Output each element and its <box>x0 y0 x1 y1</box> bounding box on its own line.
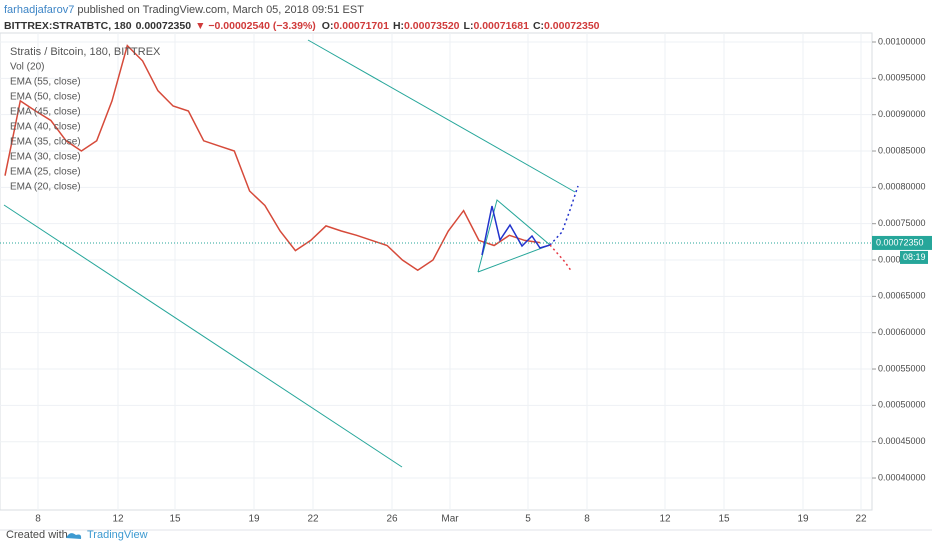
x-tick-label: 15 <box>169 514 181 525</box>
plot-border <box>0 32 873 511</box>
symbol-line: BITTREX:STRATBTC, 180 0.00072350 ▼ −0.0000… <box>4 20 600 32</box>
x-tick-label: 22 <box>307 514 319 525</box>
price-line <box>4 44 541 272</box>
indicator-label: EMA (35, close) <box>10 137 81 148</box>
y-tick-label: 0.00065000 <box>878 291 926 301</box>
change: ▼ −0.00002540 (−3.39%) <box>195 20 316 32</box>
y-tick-label: 0.00100000 <box>878 36 926 46</box>
indicator-label: Vol (20) <box>10 62 44 73</box>
o-label: O: <box>322 20 334 32</box>
published: published on TradingView.com, March 05, … <box>77 4 364 16</box>
x-tick-label: 19 <box>797 514 809 525</box>
author[interactable]: farhadjafarov7 <box>4 4 74 16</box>
indicator-label: EMA (45, close) <box>10 107 81 118</box>
wave-pattern <box>481 205 551 256</box>
o: 0.00071701 <box>333 20 389 32</box>
x-tick-label: 8 <box>584 514 590 525</box>
h: 0.00073520 <box>404 20 460 32</box>
x-tick-label: 8 <box>35 514 41 525</box>
last: 0.00072350 <box>136 20 192 32</box>
header-line: farhadjafarov7 published on TradingView.c… <box>4 4 364 16</box>
indicator-label: EMA (55, close) <box>10 77 81 88</box>
x-tick-label: 22 <box>855 514 867 525</box>
y-tick-label: 0.00085000 <box>878 145 926 155</box>
indicator-label: EMA (20, close) <box>10 182 81 193</box>
indicator-label: EMA (50, close) <box>10 92 81 103</box>
indicator-label: EMA (40, close) <box>10 122 81 133</box>
x-tick-label: 12 <box>659 514 671 525</box>
l: 0.00071681 <box>473 20 529 32</box>
x-tick-label: 19 <box>248 514 260 525</box>
x-tick-label: 5 <box>525 514 531 525</box>
chart-title: Stratis / Bitcoin, 180, BITTREX <box>10 46 161 58</box>
price-label: 0.00072350 <box>876 237 924 247</box>
trend-line <box>3 204 403 468</box>
triangle <box>477 199 551 273</box>
y-tick-label: 0.00045000 <box>878 436 926 446</box>
price-label-box <box>872 235 932 250</box>
c-label: C: <box>533 20 544 32</box>
projection-down <box>549 244 573 273</box>
x-tick-label: Mar <box>441 514 459 525</box>
x-tick-label: 15 <box>718 514 730 525</box>
y-tick-label: 0.00040000 <box>878 472 926 482</box>
y-tick-label: 0.00090000 <box>878 109 926 119</box>
trend-line <box>307 39 576 193</box>
countdown-box <box>900 250 928 264</box>
x-tick-label: 12 <box>112 514 124 525</box>
countdown: 08:19 <box>903 252 926 262</box>
y-tick-label: 0.00075000 <box>878 218 926 228</box>
footer-brand[interactable]: TradingView <box>87 529 148 541</box>
plot-area: 8 12 15 19 22 26 Mar 5 8 12 15 19 22 0.00100000 0.0009… <box>0 32 932 525</box>
logo <box>66 533 82 539</box>
x-tick-label: 26 <box>386 514 398 525</box>
h-label: H: <box>393 20 404 32</box>
symbol: BITTREX:STRATBTC, 180 <box>4 20 132 32</box>
indicator-label: EMA (25, close) <box>10 167 81 178</box>
l-label: L: <box>464 20 474 32</box>
c: 0.00072350 <box>544 20 600 32</box>
footer-created: Created with <box>6 529 68 541</box>
y-tick-label: 0.00060000 <box>878 327 926 337</box>
y-tick-label: 0.00055000 <box>878 363 926 373</box>
indicator-label: EMA (30, close) <box>10 152 81 163</box>
y-tick-label: 0.00080000 <box>878 182 926 192</box>
y-tick-label: 0.00050000 <box>878 400 926 410</box>
y-tick-label: 0.00095000 <box>878 73 926 83</box>
